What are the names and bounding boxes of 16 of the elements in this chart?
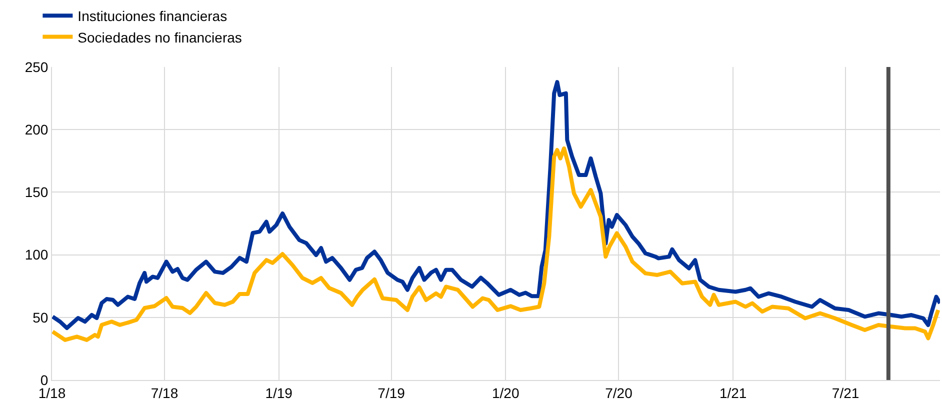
- y-tick-label: 150: [24, 184, 48, 200]
- x-tick-label: 7/21: [832, 384, 860, 401]
- line-series: [52, 146, 940, 342]
- legend-label: Sociedades no financieras: [78, 29, 242, 46]
- y-tick-label: 100: [24, 246, 48, 263]
- x-tick-label: 7/20: [605, 384, 633, 401]
- x-tick-label: 1/20: [492, 384, 520, 401]
- legend-label: Instituciones financieras: [78, 8, 228, 24]
- y-tick-label: 50: [32, 309, 48, 326]
- x-tick-label: 7/18: [150, 384, 178, 401]
- y-tick-label: 250: [24, 58, 48, 75]
- x-tick-label: 1/19: [265, 384, 293, 401]
- line-series: [52, 80, 940, 330]
- x-tick-label: 1/21: [719, 384, 747, 401]
- x-tick-label: 7/19: [378, 384, 406, 401]
- y-tick-label: 200: [24, 122, 48, 138]
